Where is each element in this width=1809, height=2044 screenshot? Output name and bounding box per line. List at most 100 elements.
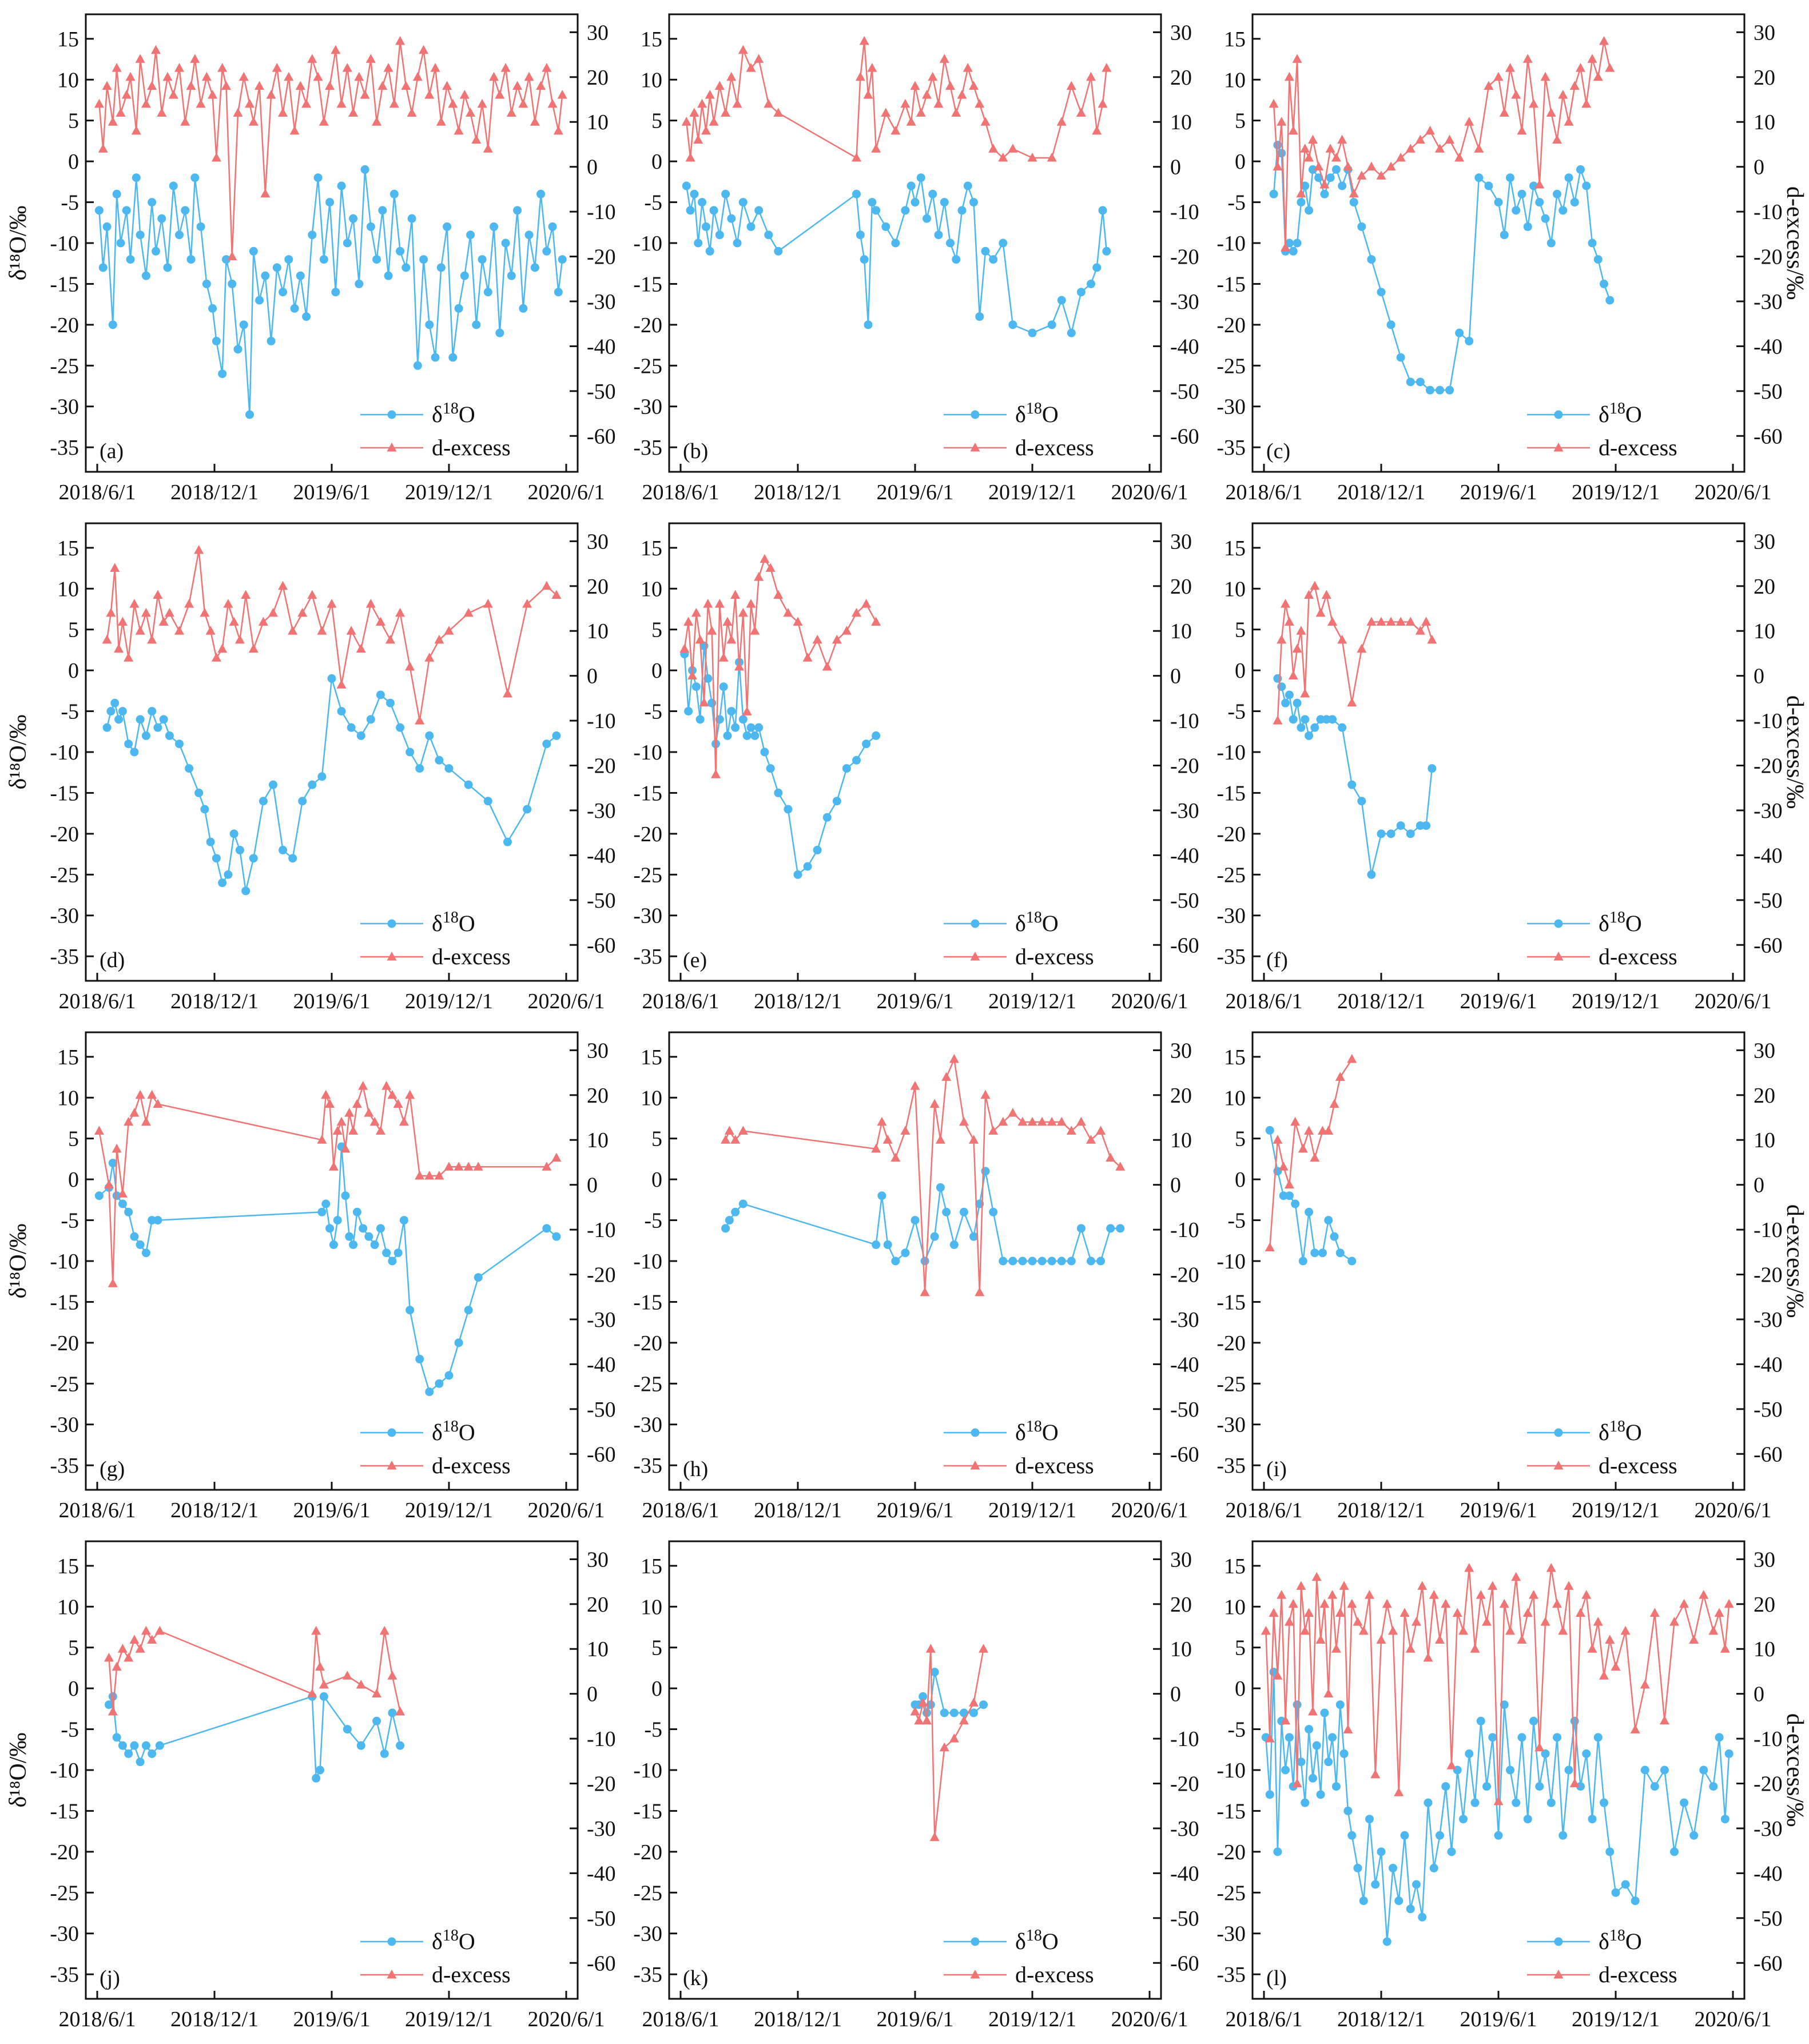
left-tick-label: -35 bbox=[1216, 1963, 1246, 1987]
legend-dexcess-label: d-excess bbox=[1599, 435, 1677, 460]
d18o-point bbox=[249, 854, 258, 863]
dexcess-point bbox=[900, 98, 911, 108]
d18o-point bbox=[261, 271, 270, 280]
dexcess-point bbox=[1335, 1608, 1345, 1617]
d18o-point bbox=[1611, 1888, 1620, 1897]
dexcess-point bbox=[1534, 180, 1545, 189]
dexcess-point bbox=[1669, 1617, 1679, 1626]
dexcess-point bbox=[1017, 1116, 1028, 1126]
d18o-point bbox=[1593, 255, 1603, 264]
dexcess-point bbox=[1564, 117, 1574, 126]
d18o-point bbox=[911, 198, 920, 207]
legend-dexcess-label: d-excess bbox=[432, 1453, 511, 1478]
plot-frame bbox=[1251, 1031, 1746, 1491]
d18o-point bbox=[1285, 1733, 1294, 1742]
d18o-point bbox=[444, 1371, 454, 1380]
d18o-point bbox=[1297, 723, 1306, 732]
dexcess-point bbox=[852, 152, 861, 162]
dexcess-point bbox=[217, 63, 228, 72]
dexcess-point bbox=[1529, 98, 1538, 108]
d18o-point bbox=[1576, 1782, 1585, 1791]
dexcess-point bbox=[929, 1832, 940, 1842]
d18o-point bbox=[1092, 263, 1102, 272]
legend-d18o-label: δ18O bbox=[1599, 1418, 1642, 1446]
d18o-point bbox=[686, 206, 695, 215]
dexcess-point bbox=[1425, 125, 1435, 135]
right-tick-label: 10 bbox=[1754, 619, 1775, 643]
legend-dexcess-label: d-excess bbox=[432, 1962, 511, 1987]
dexcess-point bbox=[1605, 1635, 1615, 1644]
dexcess-point bbox=[1343, 1724, 1353, 1733]
d18o-point bbox=[1285, 1191, 1294, 1200]
legend-dexcess-label: d-excess bbox=[1015, 944, 1094, 969]
dexcess-point bbox=[939, 54, 949, 63]
d18o-point bbox=[136, 230, 145, 240]
d18o-point bbox=[715, 230, 724, 240]
dexcess-point bbox=[124, 653, 134, 662]
d18o-point bbox=[118, 1741, 127, 1750]
right-tick-label: 0 bbox=[1170, 665, 1181, 689]
d18o-point bbox=[153, 723, 162, 732]
d18o-point bbox=[1429, 1863, 1438, 1872]
dexcess-point bbox=[108, 1278, 118, 1287]
d18o-point bbox=[1724, 1749, 1734, 1758]
dexcess-point bbox=[356, 1679, 366, 1689]
dexcess-point bbox=[1415, 626, 1425, 635]
left-tick-label: 10 bbox=[641, 1086, 662, 1110]
d18o-point bbox=[1018, 1256, 1027, 1266]
d18o-point bbox=[341, 1191, 350, 1200]
dexcess-point bbox=[1281, 242, 1291, 252]
dexcess-point bbox=[415, 1170, 425, 1180]
d18o-point bbox=[102, 222, 112, 231]
d18o-point bbox=[1367, 870, 1376, 879]
dexcess-point bbox=[1273, 715, 1283, 725]
d18o-point bbox=[731, 723, 740, 732]
d18o-point bbox=[185, 764, 194, 773]
d18o-point bbox=[302, 312, 311, 321]
dexcess-point bbox=[1446, 1760, 1457, 1769]
dexcess-point bbox=[1086, 1135, 1096, 1144]
d18o-point bbox=[407, 214, 416, 223]
dexcess-point bbox=[1319, 180, 1330, 189]
d18o-point bbox=[175, 739, 184, 749]
d18o-point bbox=[1037, 1256, 1047, 1266]
dexcess-point bbox=[1679, 1598, 1689, 1608]
dexcess-point bbox=[1620, 1625, 1631, 1635]
x-tick-label: 2019/12/1 bbox=[988, 989, 1076, 1013]
dexcess-point bbox=[551, 590, 562, 599]
dexcess-point bbox=[1395, 617, 1406, 626]
dexcess-point bbox=[477, 98, 487, 108]
dexcess-point bbox=[1337, 134, 1347, 144]
dexcess-point bbox=[1076, 1116, 1086, 1126]
d18o-point bbox=[503, 837, 512, 846]
d18o-point bbox=[1371, 1880, 1380, 1889]
d18o-point bbox=[1699, 1765, 1708, 1775]
d18o-point bbox=[1316, 1790, 1325, 1799]
right-tick-label: -60 bbox=[1170, 424, 1199, 448]
x-tick-label: 2019/12/1 bbox=[405, 1498, 493, 1522]
d18o-point bbox=[415, 1354, 424, 1363]
dexcess-point bbox=[1008, 144, 1018, 153]
dexcess-point bbox=[174, 626, 184, 635]
dexcess-point bbox=[1386, 161, 1396, 171]
d18o-point bbox=[1529, 1716, 1538, 1725]
left-tick-label: -20 bbox=[633, 822, 662, 846]
d18o-point bbox=[333, 1216, 342, 1225]
d18o-point bbox=[1289, 246, 1298, 256]
dexcess-point bbox=[1347, 1054, 1357, 1063]
dexcess-point bbox=[1720, 1644, 1730, 1653]
d18o-point bbox=[1494, 198, 1503, 207]
x-tick-label: 2020/6/1 bbox=[1694, 989, 1771, 1013]
dexcess-point bbox=[980, 117, 991, 126]
right-tick-label: -50 bbox=[587, 1907, 616, 1931]
left-axis-title: δ¹⁸O/‰ bbox=[5, 205, 31, 280]
dexcess-point bbox=[112, 1143, 122, 1153]
right-tick-label: 0 bbox=[1170, 1174, 1181, 1198]
left-tick-label: -25 bbox=[50, 1881, 79, 1905]
dexcess-point bbox=[1388, 1625, 1398, 1635]
d18o-point bbox=[949, 1708, 959, 1717]
d18o-point bbox=[1418, 1912, 1427, 1922]
dexcess-point bbox=[1659, 1715, 1669, 1725]
dexcess-point bbox=[732, 98, 742, 108]
